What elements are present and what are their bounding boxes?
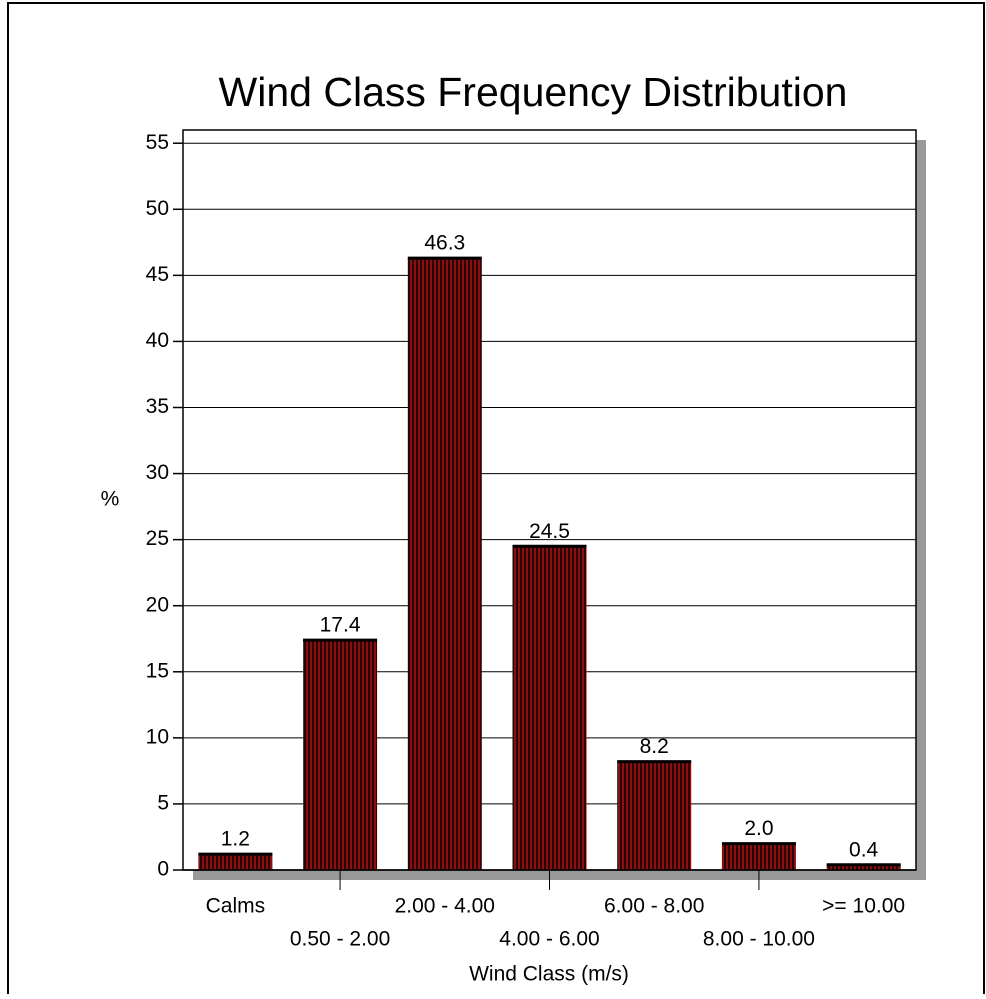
y-tick-label: 45 [146,263,169,286]
y-tick-label: 30 [146,461,169,484]
bar [198,854,273,870]
y-tick-label: 40 [146,329,169,352]
x-tick-label: >= 10.00 [822,895,905,918]
x-tick-label: 4.00 - 6.00 [499,928,599,951]
value-label: 0.4 [849,838,879,861]
y-tick-label: 25 [146,527,169,550]
value-label: 46.3 [424,232,465,255]
y-tick-label: 20 [146,593,169,616]
x-tick-label: 2.00 - 4.00 [395,895,495,918]
bar [617,761,692,870]
y-tick-label: 35 [146,395,169,418]
y-tick-label: 0 [157,858,169,881]
bar [303,640,378,870]
bar [826,864,901,870]
y-tick-label: 15 [146,659,169,682]
chart-title: Wind Class Frequency Distribution [219,69,848,115]
x-tick-label: 8.00 - 10.00 [703,928,815,951]
value-label: 17.4 [320,614,361,637]
y-axis-label: % [101,488,120,511]
frame [7,2,985,999]
value-label: 2.0 [744,817,773,840]
x-axis-label: Wind Class (m/s) [469,963,629,986]
value-label: 8.2 [640,735,669,758]
bar [407,258,482,870]
bar [721,843,796,870]
y-tick-label: 5 [157,791,169,814]
x-tick-label: 0.50 - 2.00 [290,928,390,951]
x-tick-label: Calms [206,895,266,918]
y-tick-label: 55 [146,131,169,154]
x-tick-label: 6.00 - 8.00 [604,895,704,918]
bar [512,546,587,870]
y-tick-label: 10 [146,725,169,748]
value-label: 1.2 [221,828,250,851]
y-tick-label: 50 [146,197,169,220]
value-label: 24.5 [529,520,570,543]
